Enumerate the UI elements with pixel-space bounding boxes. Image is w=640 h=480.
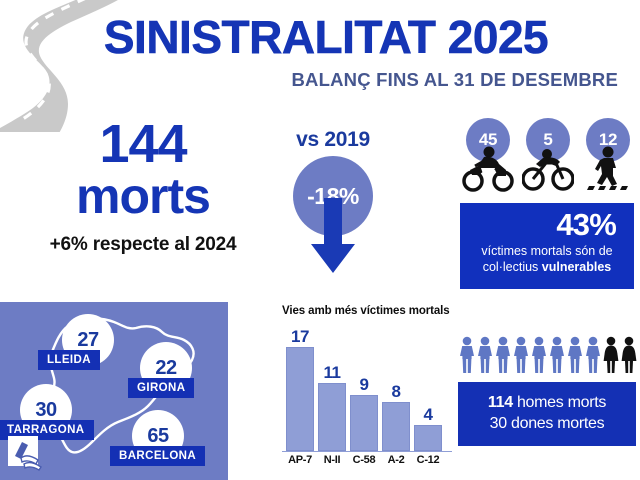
servei-catala-transit-logo-icon (8, 436, 42, 471)
person-female-icon (602, 336, 620, 374)
x-tick-label: AP-7 (288, 454, 312, 466)
chart-title: Vies amb més víctimes mortals (282, 305, 450, 317)
x-tick-label: N-II (323, 454, 341, 466)
gender-breakdown-block: 114 homes morts 30 dones mortes (458, 336, 638, 476)
page-title: SINISTRALITAT 2025 (103, 11, 549, 63)
pedestrian-count: 12 (598, 130, 618, 149)
person-male-icon (476, 336, 494, 374)
person-male-icon (494, 336, 512, 374)
vulnerable-percent-line2: col·lectius vulnerables (468, 260, 626, 276)
header: SINISTRALITAT 2025 BALANÇ FINS AL 31 DE … (0, 14, 640, 91)
bar-column: 8 (382, 383, 410, 451)
province-girona-label: GIRONA (128, 378, 195, 398)
bar-value: 17 (291, 327, 309, 346)
bar-column: 11 (318, 364, 346, 451)
province-tarragona-label: TARRAGONA (0, 420, 94, 440)
bicycle-icon (522, 149, 574, 191)
person-male-icon (566, 336, 584, 374)
bar-column: 9 (350, 376, 378, 451)
x-tick-label: C-58 (352, 454, 376, 466)
bar-rect (414, 425, 442, 451)
comparison-circle: -18% (293, 156, 373, 236)
bar-rect (318, 383, 346, 451)
vulnerable-group-pedestrian: 12 (582, 118, 634, 196)
vulnerable-percent-value: 43% (556, 207, 616, 242)
vulnerable-percent-line2-bold: vulnerables (541, 259, 612, 274)
total-deaths-number: 144 (99, 114, 187, 174)
page-subtitle: BALANÇ FINS AL 31 DE DESEMBRE (291, 69, 618, 90)
person-male-icon (458, 336, 476, 374)
male-deaths-label: homes morts (512, 394, 607, 412)
male-deaths-line: 114 homes morts (487, 393, 607, 414)
chart-x-tick-labels: AP-7 N-II C-58 A-2 C-12 (282, 454, 452, 474)
province-barcelona: 65 BARCELONA (110, 410, 206, 466)
person-male-icon (530, 336, 548, 374)
chart-plot-area: 17 11 9 8 4 (282, 325, 452, 451)
comparison-label: vs 2019 (296, 128, 370, 151)
bar-rect (286, 347, 314, 451)
pedestrian-icon (587, 146, 628, 190)
vulnerable-percent-line2-prefix: col·lectius (482, 259, 542, 274)
person-female-icon (620, 336, 638, 374)
bar-value: 8 (391, 382, 401, 401)
vulnerable-percent-line1: víctimes mortals són de (481, 244, 613, 258)
deaths-change-label: +6% respecte al 2024 (49, 233, 237, 255)
bar-column: 4 (414, 406, 442, 451)
vulnerable-groups-row: 45 5 12 (462, 118, 634, 196)
total-deaths-block: 144 morts +6% respecte al 2024 (14, 114, 272, 256)
comparison-block: vs 2019 -18% (268, 128, 398, 286)
person-male-icon (584, 336, 602, 374)
male-deaths-count: 114 (487, 394, 513, 412)
bar-rect (382, 402, 410, 451)
person-male-icon (548, 336, 566, 374)
province-barcelona-label: BARCELONA (110, 446, 206, 466)
total-deaths-label: morts (76, 167, 211, 224)
bicycle-count: 5 (543, 130, 553, 149)
bar-value: 11 (323, 363, 341, 382)
bar-column: 17 (286, 328, 314, 451)
motorcycle-icon (462, 146, 514, 192)
vulnerable-percent-panel: 43% víctimes mortals són de col·lectius … (460, 203, 634, 289)
motorcycle-count: 45 (478, 130, 498, 149)
vulnerable-group-bicycle: 5 (522, 118, 574, 196)
province-map-panel: 27 LLEIDA 22 GIRONA 30 TARRAGONA 65 BARC… (0, 302, 228, 480)
comparison-visual: -18% (268, 156, 398, 286)
province-girona: 22 GIRONA (128, 342, 195, 398)
down-arrow-icon (311, 198, 355, 273)
female-deaths-line: 30 dones mortes (489, 415, 605, 432)
gender-panel: 114 homes morts 30 dones mortes (458, 382, 636, 446)
person-male-icon (512, 336, 530, 374)
vulnerable-group-motorcycle: 45 (462, 118, 514, 196)
bar-rect (350, 395, 378, 451)
chart-x-axis (282, 451, 452, 452)
province-tarragona: 30 TARRAGONA (0, 384, 94, 440)
province-lleida-label: LLEIDA (38, 350, 100, 370)
roads-bar-chart: Vies amb més víctimes mortals 17 11 9 8 … (282, 305, 452, 477)
x-tick-label: A-2 (387, 454, 405, 466)
x-tick-label: C-12 (416, 454, 440, 466)
bar-value: 4 (423, 405, 433, 424)
bar-value: 9 (359, 375, 369, 394)
province-lleida: 27 LLEIDA (38, 314, 114, 370)
people-pictogram-row (458, 336, 638, 376)
